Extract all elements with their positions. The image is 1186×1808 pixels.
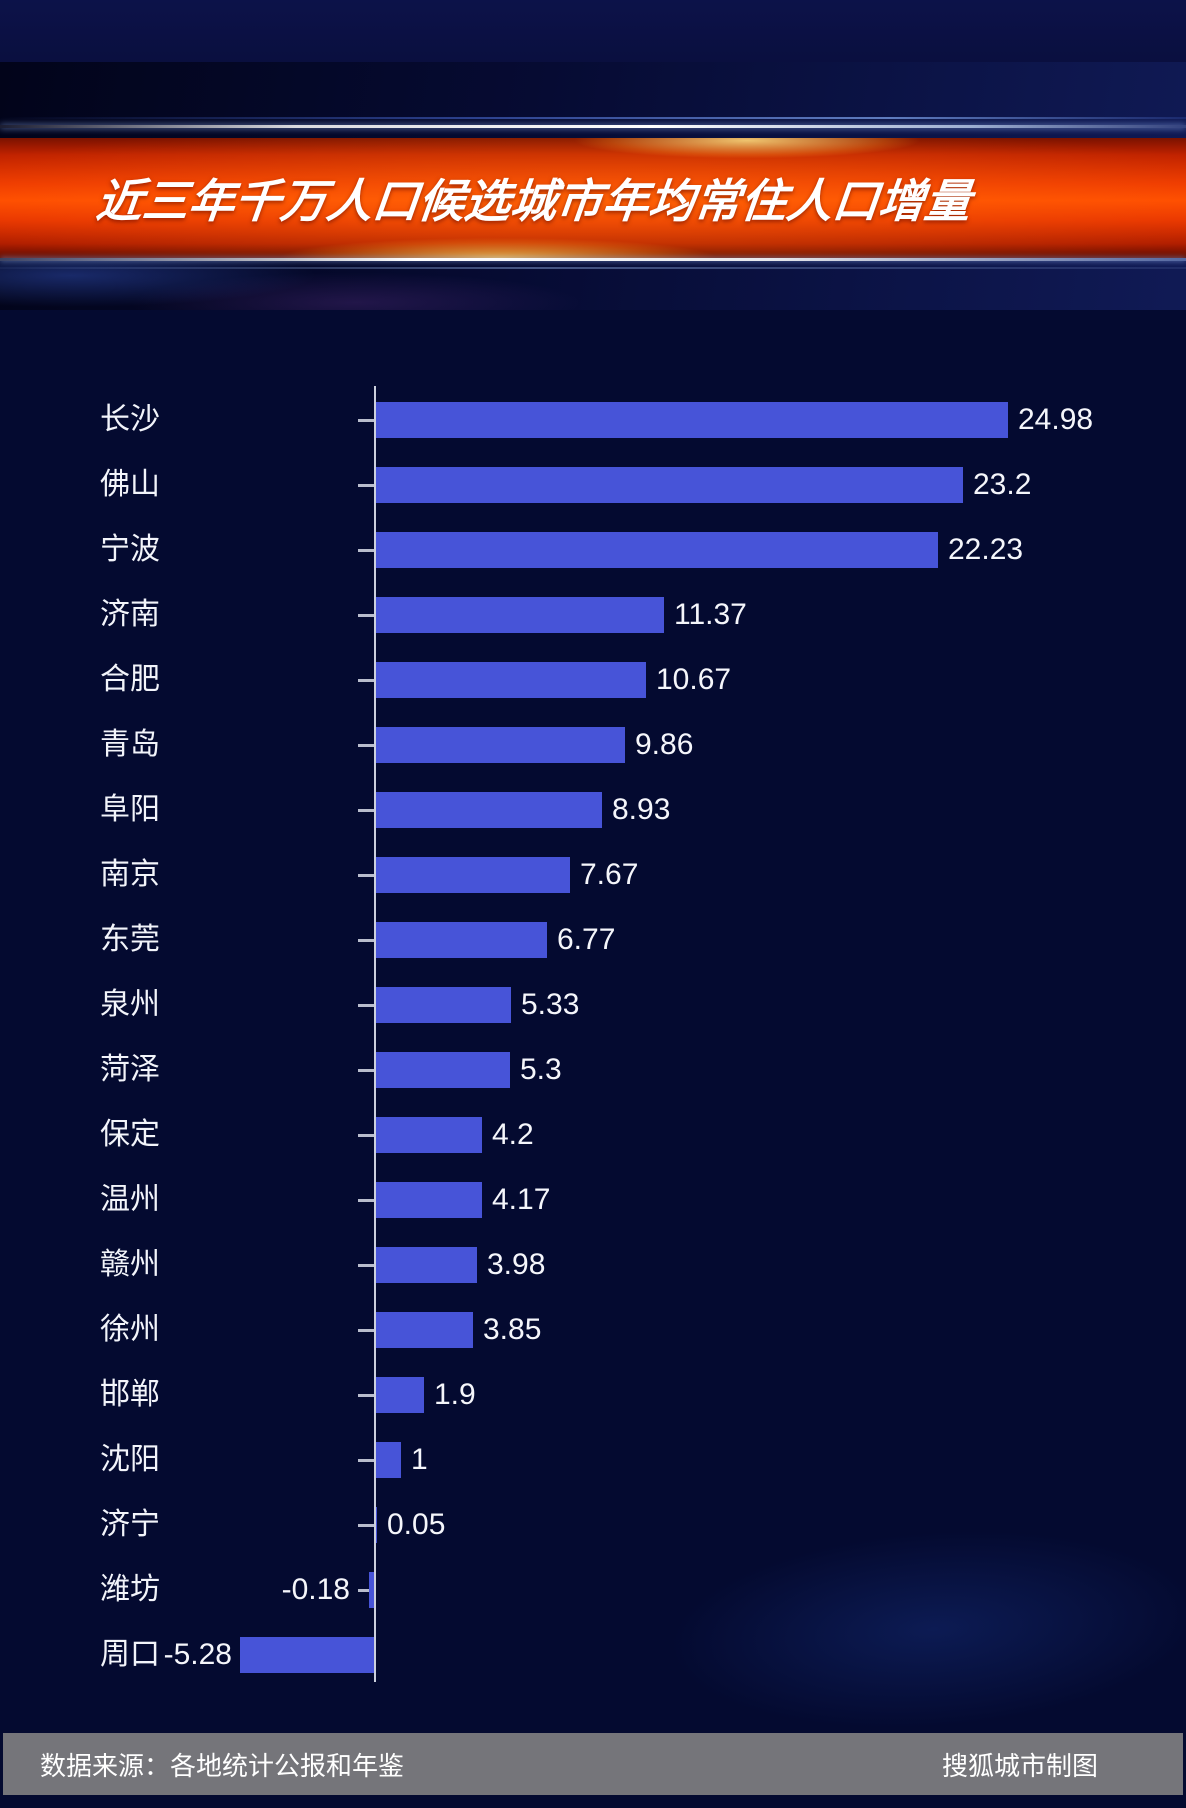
- city-label: 泉州: [100, 988, 160, 1021]
- axis-tick: [358, 744, 374, 747]
- axis-tick: [358, 1199, 374, 1202]
- bar: [376, 1442, 401, 1478]
- bar: [376, 1052, 510, 1088]
- city-label: 菏泽: [100, 1053, 160, 1086]
- bar: [376, 922, 547, 958]
- value-label: 0.05: [387, 1508, 446, 1541]
- value-label: 4.17: [492, 1183, 551, 1216]
- value-label: 11.37: [674, 598, 747, 631]
- city-label: 南京: [100, 858, 160, 891]
- value-label: 1.9: [434, 1378, 476, 1411]
- bar: [376, 987, 511, 1023]
- value-label: 5.33: [521, 988, 580, 1021]
- value-label: 1: [411, 1443, 428, 1476]
- bar: [376, 662, 646, 698]
- city-label: 潍坊: [100, 1573, 160, 1606]
- axis-tick: [358, 1589, 374, 1592]
- axis-tick: [358, 1394, 374, 1397]
- value-label: 6.77: [557, 923, 616, 956]
- value-label: 3.98: [487, 1248, 546, 1281]
- y-axis-line: [374, 386, 376, 1682]
- bar: [376, 1247, 477, 1283]
- city-label: 保定: [100, 1118, 160, 1151]
- bar: [376, 1377, 424, 1413]
- city-label: 合肥: [100, 663, 160, 696]
- axis-tick: [358, 809, 374, 812]
- bar: [376, 792, 602, 828]
- top-strip: [0, 0, 1186, 62]
- credit-label: 搜狐城市制图: [941, 1750, 1098, 1781]
- value-label: 8.93: [612, 793, 671, 826]
- axis-tick: [358, 939, 374, 942]
- light-streak: [0, 267, 1186, 269]
- bar: [376, 1312, 473, 1348]
- value-label: -5.28: [163, 1638, 232, 1671]
- title-banner: 近三年千万人口候选城市年均常住人口增量: [0, 62, 1186, 310]
- title-red-stripe: 近三年千万人口候选城市年均常住人口增量: [0, 138, 1186, 258]
- value-label: 22.23: [948, 533, 1024, 566]
- city-label: 东莞: [100, 923, 160, 956]
- axis-tick: [358, 419, 374, 422]
- axis-tick: [358, 1069, 374, 1072]
- bar: [376, 857, 570, 893]
- city-label: 佛山: [100, 468, 160, 501]
- light-streak: [0, 258, 1186, 261]
- value-label: -0.18: [281, 1573, 350, 1606]
- axis-tick: [358, 1134, 374, 1137]
- light-streak: [0, 125, 1186, 128]
- axis-tick: [358, 1264, 374, 1267]
- city-label: 徐州: [100, 1313, 160, 1346]
- value-label: 10.67: [656, 663, 732, 696]
- bar: [376, 1117, 482, 1153]
- city-label: 阜阳: [100, 793, 160, 826]
- bar: [376, 597, 664, 633]
- axis-tick: [358, 1524, 374, 1527]
- axis-tick: [358, 1004, 374, 1007]
- axis-tick: [358, 1329, 374, 1332]
- city-label: 温州: [100, 1183, 160, 1216]
- bar: [376, 727, 625, 763]
- axis-tick: [358, 549, 374, 552]
- axis-tick: [358, 874, 374, 877]
- value-label: 4.2: [492, 1118, 534, 1151]
- city-label: 济宁: [100, 1508, 160, 1541]
- light-streak: [0, 117, 1186, 119]
- value-label: 7.67: [580, 858, 639, 891]
- bar: [369, 1572, 374, 1608]
- bar: [376, 1507, 377, 1543]
- footer-bar: 数据来源：各地统计公报和年鉴 搜狐城市制图: [3, 1733, 1183, 1795]
- bar: [376, 532, 938, 568]
- city-label: 宁波: [100, 533, 160, 566]
- value-label: 23.2: [973, 468, 1032, 501]
- bar: [376, 467, 963, 503]
- value-label: 9.86: [635, 728, 694, 761]
- axis-tick: [358, 614, 374, 617]
- value-label: 5.3: [520, 1053, 562, 1086]
- city-label: 济南: [100, 598, 160, 631]
- value-label: 3.85: [483, 1313, 542, 1346]
- data-source-label: 数据来源：各地统计公报和年鉴: [40, 1750, 405, 1781]
- city-label: 青岛: [100, 728, 160, 761]
- axis-tick: [358, 679, 374, 682]
- bar: [376, 1182, 482, 1218]
- axis-tick: [358, 484, 374, 487]
- city-label: 周口: [100, 1638, 160, 1671]
- city-label: 沈阳: [100, 1443, 160, 1476]
- bar: [376, 402, 1008, 438]
- city-label: 长沙: [100, 403, 160, 436]
- value-label: 24.98: [1018, 403, 1094, 436]
- axis-tick: [358, 1459, 374, 1462]
- city-label: 邯郸: [100, 1378, 160, 1411]
- bar: [240, 1637, 374, 1673]
- city-label: 赣州: [100, 1248, 160, 1281]
